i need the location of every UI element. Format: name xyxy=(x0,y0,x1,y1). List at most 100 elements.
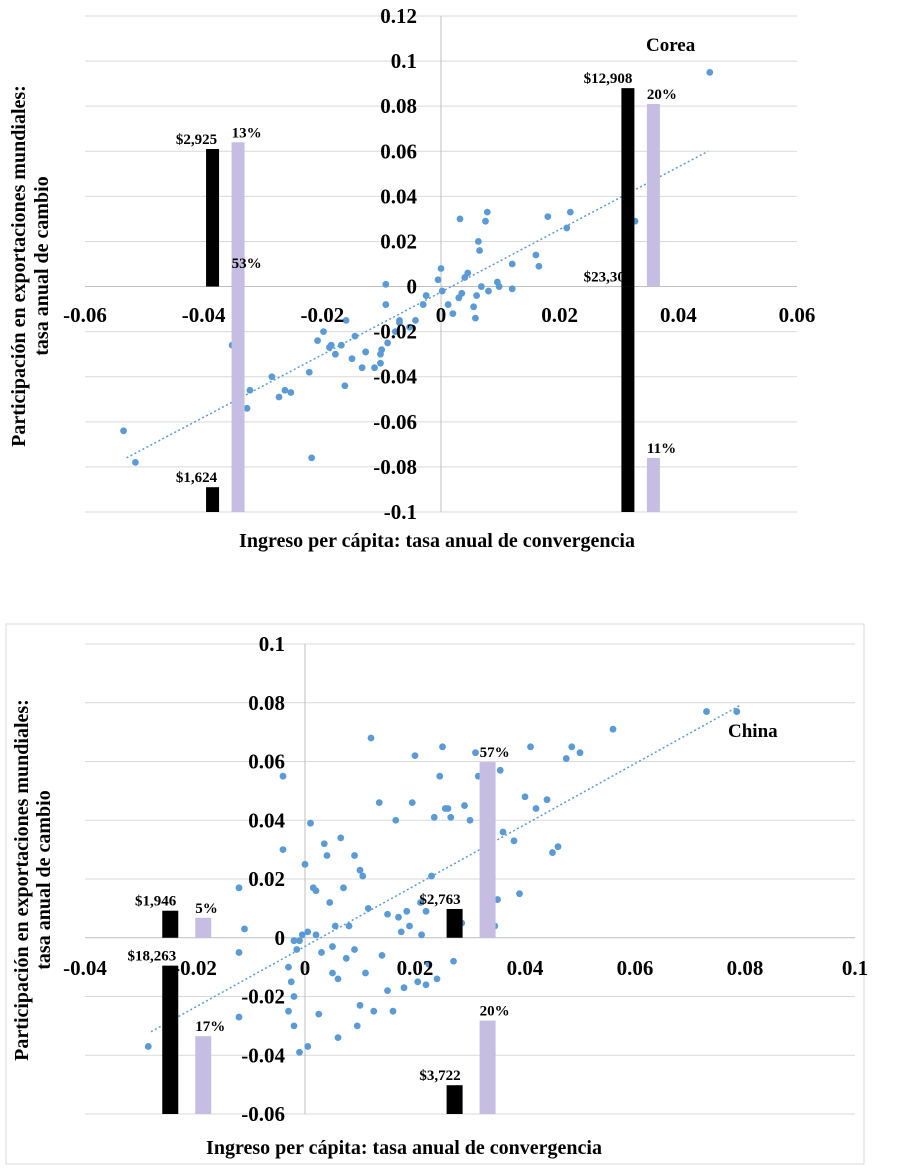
korea-y-tick-label: -0.02 xyxy=(373,320,417,344)
korea-share-bar xyxy=(646,103,660,287)
china-data-point xyxy=(362,969,369,977)
korea-data-point xyxy=(396,319,403,327)
china-data-point xyxy=(543,796,551,804)
korea-data-point xyxy=(342,316,350,324)
china-data-point xyxy=(351,946,358,953)
korea-data-point xyxy=(419,301,427,308)
korea-data-point xyxy=(382,280,390,288)
china-data-point xyxy=(568,743,576,751)
china-data-point xyxy=(447,813,455,821)
china-data-point xyxy=(279,772,287,780)
korea-chart: $2,925 13% $1,624 53% $12,908 20% $23,309 11% -… xyxy=(8,4,815,552)
korea-data-point xyxy=(532,251,540,259)
china-data-point xyxy=(334,1034,342,1042)
china-data-point xyxy=(337,834,345,842)
korea-x-tick-label: -0.04 xyxy=(182,303,226,327)
china-data-point xyxy=(430,813,438,821)
china-data-point xyxy=(397,928,405,936)
china-data-point xyxy=(609,725,617,733)
korea-data-point xyxy=(472,314,479,322)
china-x-tick-label: -0.02 xyxy=(173,956,217,980)
korea-data-point xyxy=(508,285,516,293)
china-data-point xyxy=(312,887,320,895)
korea-data-point xyxy=(358,364,366,372)
korea-y-tick-label: -0.08 xyxy=(373,455,417,479)
korea-data-point xyxy=(563,224,571,232)
china-data-point xyxy=(279,846,287,854)
korea-share-bar-label: 53% xyxy=(232,256,262,272)
korea-y-axis-title-line2: tasa anual de cambio xyxy=(31,176,53,355)
korea-y-tick-label: 0.02 xyxy=(380,229,417,253)
china-chart-frame xyxy=(5,623,865,1165)
korea-data-point xyxy=(377,359,384,367)
china-data-point xyxy=(733,708,741,715)
korea-share-bar-label: 13% xyxy=(232,125,262,141)
korea-income-bar xyxy=(621,286,635,512)
china-data-point xyxy=(472,749,479,757)
korea-data-point xyxy=(326,344,333,351)
korea-data-point xyxy=(566,208,574,216)
korea-data-point xyxy=(544,213,552,221)
china-data-point xyxy=(554,843,562,851)
china-data-point xyxy=(329,943,336,950)
china-data-point xyxy=(433,975,441,983)
korea-y-tick-label: 0.04 xyxy=(380,184,417,208)
china-data-point xyxy=(466,816,474,824)
korea-data-point xyxy=(378,346,386,354)
korea-data-point xyxy=(314,337,321,345)
china-data-point xyxy=(345,922,353,930)
china-share-bar-label: 57% xyxy=(480,745,510,761)
china-data-point xyxy=(340,884,347,892)
china-data-point xyxy=(307,819,314,827)
korea-y-tick-label: -0.04 xyxy=(373,365,417,389)
china-data-point xyxy=(418,931,425,939)
china-data-point xyxy=(304,928,312,936)
china-data-point xyxy=(384,910,391,918)
korea-data-point xyxy=(246,386,254,394)
china-data-point xyxy=(406,922,413,930)
china-data-point xyxy=(364,904,372,912)
korea-y-tick-label: 0.08 xyxy=(380,94,417,118)
china-y-tick-label: -0.02 xyxy=(241,985,285,1009)
korea-data-point xyxy=(341,382,349,390)
china-income-bar xyxy=(162,965,179,1114)
china-data-point xyxy=(290,1022,298,1030)
korea-data-point xyxy=(412,316,419,324)
korea-data-point xyxy=(382,301,390,308)
china-data-point xyxy=(235,884,243,892)
china-data-point xyxy=(408,799,416,807)
korea-x-tick-label: -0.02 xyxy=(300,303,344,327)
china-data-point xyxy=(532,805,540,812)
korea-share-bar xyxy=(231,142,245,287)
korea-data-point xyxy=(320,328,327,336)
korea-data-point xyxy=(362,348,370,356)
korea-x-tick-label: 0 xyxy=(436,303,447,327)
korea-data-point xyxy=(243,404,251,412)
china-trendline xyxy=(150,705,740,1033)
china-data-point xyxy=(496,766,504,774)
china-data-point xyxy=(290,937,298,945)
china-data-point xyxy=(521,793,529,801)
korea-data-point xyxy=(337,341,345,349)
china-data-point xyxy=(510,837,518,845)
china-data-point xyxy=(703,708,710,715)
china-share-bar xyxy=(195,917,212,938)
korea-data-point xyxy=(438,287,446,295)
china-callout: China xyxy=(728,721,778,742)
china-data-point xyxy=(411,752,419,760)
korea-data-point xyxy=(406,323,413,331)
korea-income-bar xyxy=(621,88,635,287)
china-data-point xyxy=(356,1001,364,1009)
china-data-point xyxy=(425,960,433,968)
china-data-point xyxy=(395,913,402,921)
china-data-point xyxy=(334,975,342,983)
china-data-point xyxy=(414,978,422,986)
china-share-bar xyxy=(479,1020,496,1114)
china-y-tick-label: 0.02 xyxy=(248,867,285,891)
china-data-point xyxy=(549,849,556,856)
korea-callout: Corea xyxy=(646,35,696,56)
china-data-point xyxy=(296,1048,303,1056)
china-data-point xyxy=(301,860,309,868)
china-data-point xyxy=(342,954,350,962)
